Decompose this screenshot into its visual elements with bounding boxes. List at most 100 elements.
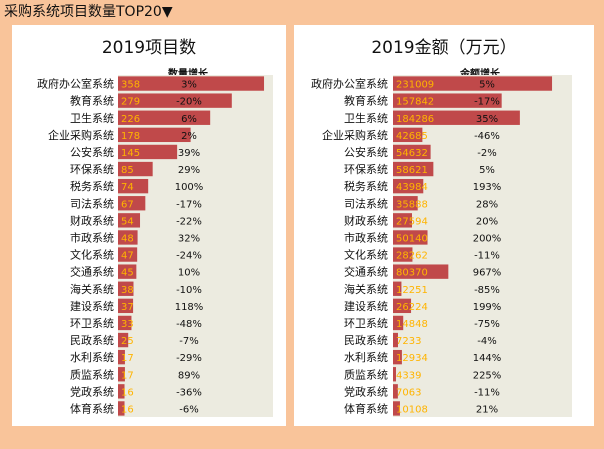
- amount-category-label: 党政系统: [344, 384, 388, 398]
- count-value-label: 16: [121, 387, 134, 398]
- amount-value-label: 42685: [396, 131, 428, 142]
- count-growth-label: -29%: [176, 353, 202, 364]
- amount-growth-label: -11%: [474, 251, 500, 262]
- count-growth-label: -36%: [176, 387, 202, 398]
- amount-value-label: 27594: [396, 216, 428, 227]
- report-header[interactable]: 采购系统项目数量TOP20▼: [4, 2, 173, 22]
- count-value-label: 47: [121, 251, 134, 262]
- project-count-panel: 2019项目数 数量增长 政府办公室系统 358 3% 教育系统 279 -20% 卫生系统…: [12, 25, 286, 426]
- count-growth-label: 29%: [178, 165, 200, 176]
- amount-value-label: 28262: [396, 251, 428, 262]
- amount-category-label: 质监系统: [344, 368, 388, 381]
- amount-bar: [393, 401, 400, 416]
- count-growth-label: -24%: [176, 251, 202, 262]
- amount-category-label: 水利系统: [344, 351, 388, 364]
- amount-value-label: 14848: [396, 319, 428, 330]
- count-bar: [118, 384, 125, 399]
- amount-value-label: 10108: [396, 404, 428, 415]
- amount-bar: [393, 384, 398, 399]
- amount-value-label: 7233: [396, 336, 421, 347]
- amount-chart: 政府办公室系统 231009 5% 教育系统 157842 -17% 卫生系统 184286 3…: [311, 76, 553, 416]
- count-growth-label: -20%: [176, 97, 202, 108]
- count-value-label: 54: [121, 216, 134, 227]
- amount-bar: [393, 76, 553, 91]
- count-category-label: 政府办公室系统: [37, 77, 114, 91]
- count-growth-header: 数量增长: [168, 65, 208, 80]
- count-bar: [118, 110, 211, 125]
- amount-value-label: 12251: [396, 285, 428, 296]
- count-category-label: 卫生系统: [70, 111, 114, 125]
- count-value-label: 67: [121, 199, 134, 210]
- count-bar: [118, 144, 178, 160]
- amount-value-label: 7063: [396, 387, 421, 398]
- count-growth-label: -7%: [179, 336, 198, 347]
- count-category-label: 环保系统: [70, 162, 114, 176]
- count-value-label: 226: [121, 114, 140, 125]
- count-growth-label: -10%: [176, 285, 202, 296]
- amount-growth-label: -75%: [474, 319, 500, 330]
- amount-bar: [393, 332, 398, 348]
- amount-category-label: 海关系统: [344, 282, 388, 296]
- count-growth-label: 89%: [178, 370, 200, 381]
- amount-growth-label: -85%: [474, 285, 500, 296]
- count-growth-label: 100%: [175, 182, 204, 193]
- count-growth-label: 32%: [178, 233, 200, 244]
- count-value-label: 279: [121, 97, 140, 108]
- count-growth-label: -6%: [179, 404, 198, 415]
- amount-growth-label: 20%: [476, 216, 498, 227]
- count-bar: [118, 247, 138, 262]
- amount-growth-label: -46%: [474, 131, 500, 142]
- amount-growth-label: 35%: [476, 114, 498, 125]
- count-bar: [118, 213, 141, 228]
- amount-bar: [393, 247, 413, 262]
- amount-bar: [393, 196, 418, 211]
- amount-bar: [393, 93, 502, 108]
- count-category-label: 税务系统: [70, 179, 114, 193]
- amount-category-label: 教育系统: [344, 94, 388, 108]
- count-growth-label: -17%: [176, 199, 202, 210]
- amount-bar: [393, 264, 449, 279]
- count-category-label: 交通系统: [70, 265, 114, 279]
- count-value-label: 178: [121, 131, 140, 142]
- amount-value-label: 43984: [396, 182, 428, 193]
- amount-growth-label: 5%: [479, 80, 495, 91]
- count-value-label: 38: [121, 285, 134, 296]
- amount-value-label: 231009: [396, 80, 434, 91]
- amount-growth-label: 225%: [473, 370, 502, 381]
- count-category-label: 水利系统: [70, 351, 114, 364]
- count-category-label: 环卫系统: [70, 317, 114, 330]
- triangle-down-icon[interactable]: ▼: [161, 4, 173, 20]
- count-category-label: 建设系统: [70, 299, 114, 313]
- count-value-label: 33: [121, 319, 134, 330]
- amount-bar: [393, 110, 520, 125]
- amount-bar: [393, 367, 396, 382]
- amount-growth-label: -2%: [477, 148, 496, 159]
- amount-value-label: 157842: [396, 97, 434, 108]
- amount-value-label: 54632: [396, 148, 428, 159]
- project-count-chart: 政府办公室系统 358 3% 教育系统 279 -20% 卫生系统 226 6% 企业采购系统 17…: [37, 76, 265, 416]
- amount-bar: [393, 161, 434, 177]
- count-value-label: 85: [121, 165, 134, 176]
- count-value-label: 74: [121, 182, 134, 193]
- amount-category-label: 交通系统: [344, 265, 388, 279]
- amount-value-label: 58621: [396, 165, 428, 176]
- count-growth-label: 6%: [181, 114, 197, 125]
- amount-plot-area: [393, 75, 572, 417]
- count-category-label: 市政系统: [70, 230, 114, 244]
- amount-category-label: 民政系统: [344, 333, 388, 347]
- count-category-label: 民政系统: [70, 333, 114, 347]
- count-bar: [118, 230, 138, 245]
- count-value-label: 17: [121, 353, 134, 364]
- amount-growth-label: 28%: [476, 199, 498, 210]
- amount-category-label: 公安系统: [344, 145, 388, 159]
- count-bar: [118, 349, 125, 365]
- count-bar: [118, 127, 191, 143]
- amount-title: 2019金额（万元）: [371, 38, 517, 58]
- count-value-label: 48: [121, 233, 134, 244]
- count-category-label: 体育系统: [70, 401, 114, 415]
- amount-bar: [393, 298, 412, 314]
- count-value-label: 145: [121, 148, 140, 159]
- project-count-title: 2019项目数: [101, 38, 197, 58]
- count-bar: [118, 93, 232, 108]
- amount-value-label: 12934: [396, 353, 428, 364]
